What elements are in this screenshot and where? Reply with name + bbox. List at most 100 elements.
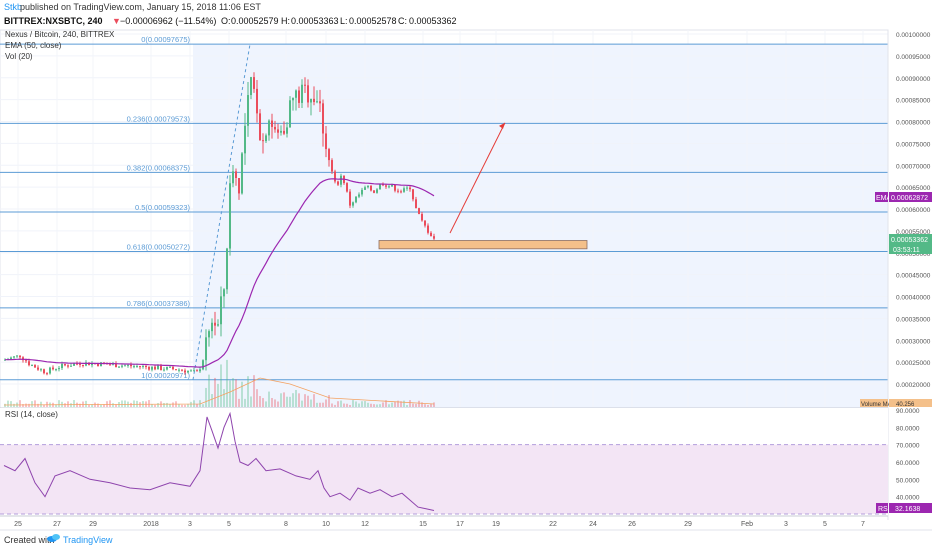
volume-bar [10, 401, 12, 407]
volume-bar [340, 400, 342, 407]
candle-body [418, 208, 420, 214]
candle-body [172, 366, 174, 370]
time-tick-label: 8 [284, 521, 288, 528]
volume-bar [403, 400, 405, 407]
candle-body [82, 364, 84, 366]
price-tick-label: 0.00055000 [896, 229, 931, 236]
candle-body [355, 196, 357, 203]
volume-bar [424, 404, 426, 407]
candle-body [31, 365, 33, 367]
volume-bar [307, 395, 309, 407]
candle-body [85, 362, 87, 366]
candle-body [274, 126, 276, 130]
candle-body [136, 366, 138, 368]
rsi-badge-label-bg [876, 503, 888, 513]
rsi-line [3, 411, 435, 511]
ohlc-h-label: H: [281, 16, 290, 26]
countdown-badge [889, 244, 932, 254]
candle-body [397, 190, 399, 192]
ema-badge-label-bg [875, 192, 888, 202]
candle-body [91, 363, 93, 366]
volume-bar [148, 400, 150, 407]
volume-bar [256, 389, 258, 407]
candle-body [76, 363, 78, 365]
candle-body [361, 189, 363, 195]
rsi-tick-label: 80.0000 [896, 425, 920, 432]
price-axis[interactable]: 0.00100000 0.00095000 0.00090000 0.00085000… [896, 32, 931, 389]
price-tick-label: 0.00060000 [896, 207, 931, 214]
ema-badge [889, 192, 932, 202]
volume-bar [229, 380, 231, 407]
volume-bar [64, 403, 66, 407]
volume-bar [22, 404, 24, 407]
volume-bar [400, 401, 402, 407]
volume-bar [187, 403, 189, 407]
volume-badge-label-bg [860, 399, 888, 407]
candle-body [52, 367, 54, 370]
volume-bar [358, 403, 360, 407]
price-badge [889, 234, 932, 244]
volume-bar [262, 398, 264, 407]
volume-badge [889, 399, 932, 407]
price-tick-label: 0.00090000 [896, 76, 931, 83]
rsi-tick-label: 90.0000 [896, 408, 920, 415]
candle-body [328, 149, 330, 161]
volume-bar [430, 403, 432, 407]
support-zone[interactable] [378, 240, 588, 250]
candle-body [154, 366, 156, 370]
candle-body [184, 370, 186, 373]
projection-arrow[interactable] [449, 122, 506, 234]
price-tick-label: 0.00050000 [896, 251, 931, 258]
candle-body [394, 184, 396, 191]
volume-bar [337, 401, 339, 407]
candle-body [196, 370, 198, 372]
candle-body [202, 360, 204, 370]
time-tick-label: Feb [741, 521, 753, 528]
volume-bar [157, 403, 159, 407]
candle-body [406, 187, 408, 189]
candle-body [247, 95, 249, 126]
candle-body [415, 199, 417, 209]
candle-body [304, 84, 306, 86]
volume-bar [283, 392, 285, 407]
candle-body [43, 369, 45, 374]
candle-body [331, 160, 333, 172]
ema-line [5, 178, 435, 368]
candle-body [118, 366, 120, 368]
candle-body [70, 365, 72, 367]
candle-body [280, 130, 282, 133]
tradingview-logo-icon [47, 534, 60, 542]
time-axis[interactable]: 25 27 29 2018 3 5 8 10 12 15 17 19 22 24 26 29 Feb 3 5 7 [14, 521, 865, 528]
volume-bar [214, 377, 216, 407]
tradingview-brand[interactable]: TradingView [63, 535, 113, 545]
legend-vol: Vol (20) [5, 52, 33, 61]
legend-ema: EMA (50, close) [5, 41, 62, 50]
fib-highlight-area [193, 44, 888, 408]
price-tick-label: 0.00070000 [896, 163, 931, 170]
candle-body [403, 188, 405, 192]
time-tick-label: 26 [628, 521, 636, 528]
rsi-axis[interactable]: 90.0000 80.0000 70.0000 60.0000 50.0000 40.00… [896, 408, 920, 502]
price-tick-label: 0.00040000 [896, 295, 931, 302]
volume-bar [163, 403, 165, 407]
volume-bar [385, 400, 387, 407]
candle-body [16, 355, 18, 357]
candle-body [217, 324, 219, 326]
volume-bar [238, 398, 240, 407]
price-tick-label: 0.00080000 [896, 120, 931, 127]
legend-rsi: RSI (14, close) [5, 410, 58, 419]
candle-body [385, 185, 387, 187]
candle-body [253, 77, 255, 89]
volume-bar [112, 403, 114, 407]
time-tick-label: 2018 [143, 521, 159, 528]
candle-body [427, 225, 429, 233]
volume-bar [67, 401, 69, 407]
candle-body [157, 365, 159, 370]
fib-retracement[interactable]: 0(0.00097675) 0.236(0.00079573) 0.382(0.00… [0, 35, 888, 381]
volume-bar [391, 402, 393, 407]
volume-bar [379, 404, 381, 407]
author-name[interactable]: Stkb [4, 2, 22, 12]
volume-badge-value: 40.256 [896, 402, 915, 408]
time-tick-label: 3 [784, 521, 788, 528]
